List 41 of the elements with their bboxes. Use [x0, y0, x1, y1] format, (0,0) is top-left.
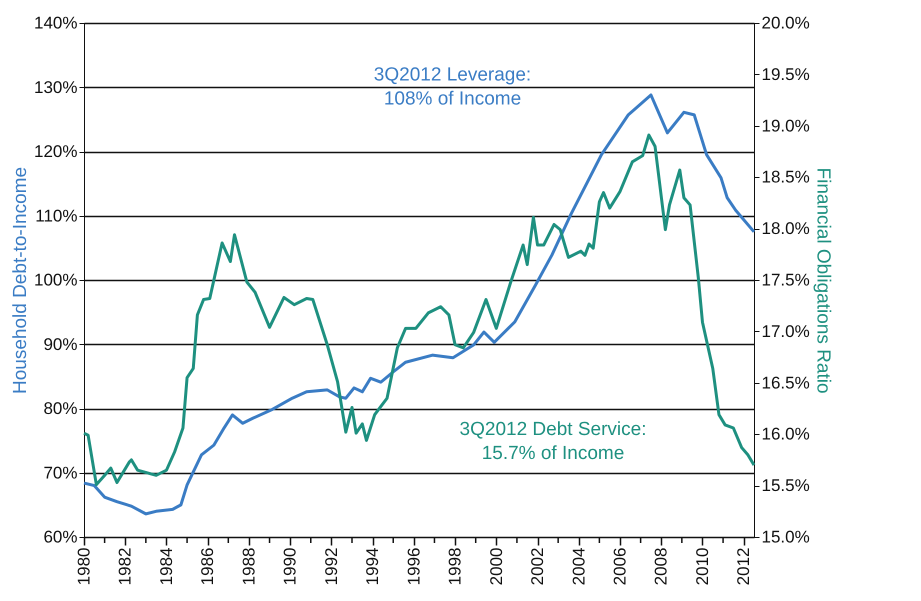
y2-axis-title: Financial Obligations Ratio — [812, 167, 834, 394]
x-tick-label: 2000 — [486, 548, 506, 586]
y-tick-label: 70% — [43, 463, 78, 482]
x-tick-label: 2008 — [652, 548, 671, 586]
x-tick-label: 2002 — [528, 548, 548, 586]
y2-tick-label: 16.0% — [762, 424, 810, 444]
y-tick-label: 60% — [43, 528, 78, 546]
annotation: 3Q2012 Leverage: 108% of Income — [374, 64, 532, 110]
x-tick-label: 1990 — [280, 548, 300, 586]
x-tick-label: 2012 — [734, 548, 754, 586]
x-tick-label: 2004 — [569, 548, 588, 586]
y2-tick-label: 18.0% — [762, 219, 810, 238]
y2-tick-label: 19.5% — [762, 64, 810, 84]
x-tick-label: 2010 — [692, 548, 712, 586]
x-tick-label: 1980 — [74, 548, 94, 586]
x-tick-label: 1994 — [363, 548, 382, 586]
y-tick-label: 100% — [34, 270, 78, 290]
x-tick-label: 1996 — [404, 548, 424, 586]
y-tick-label: 140% — [34, 14, 78, 32]
y2-tick-label: 18.5% — [762, 168, 810, 187]
x-tick-label: 2006 — [610, 548, 630, 586]
x-tick-label: 1984 — [156, 548, 176, 586]
x-tick-label: 1992 — [322, 548, 341, 586]
y2-tick-label: 15.5% — [762, 476, 810, 496]
annotation: 3Q2012 Debt Service: 15.7% of Income — [460, 419, 646, 464]
y-axis-title: Household Debt-to-Income — [10, 166, 32, 394]
y2-tick-label: 20.0% — [762, 14, 810, 32]
y-tick-label: 120% — [34, 142, 78, 161]
y2-tick-label: 17.0% — [762, 322, 810, 341]
y-tick-label: 130% — [34, 78, 78, 97]
y2-tick-label: 19.0% — [762, 116, 810, 136]
x-tick-label: 1988 — [239, 548, 258, 586]
y-tick-label: 80% — [43, 399, 78, 418]
x-tick-label: 1998 — [446, 548, 465, 586]
x-tick-label: 1982 — [116, 548, 135, 586]
y2-tick-label: 16.5% — [762, 373, 810, 392]
x-tick-label: 1986 — [198, 548, 218, 586]
y-tick-label: 110% — [35, 206, 78, 226]
y-tick-label: 90% — [43, 334, 78, 354]
y2-tick-label: 15.0% — [762, 528, 810, 546]
y2-tick-label: 17.5% — [762, 270, 810, 290]
